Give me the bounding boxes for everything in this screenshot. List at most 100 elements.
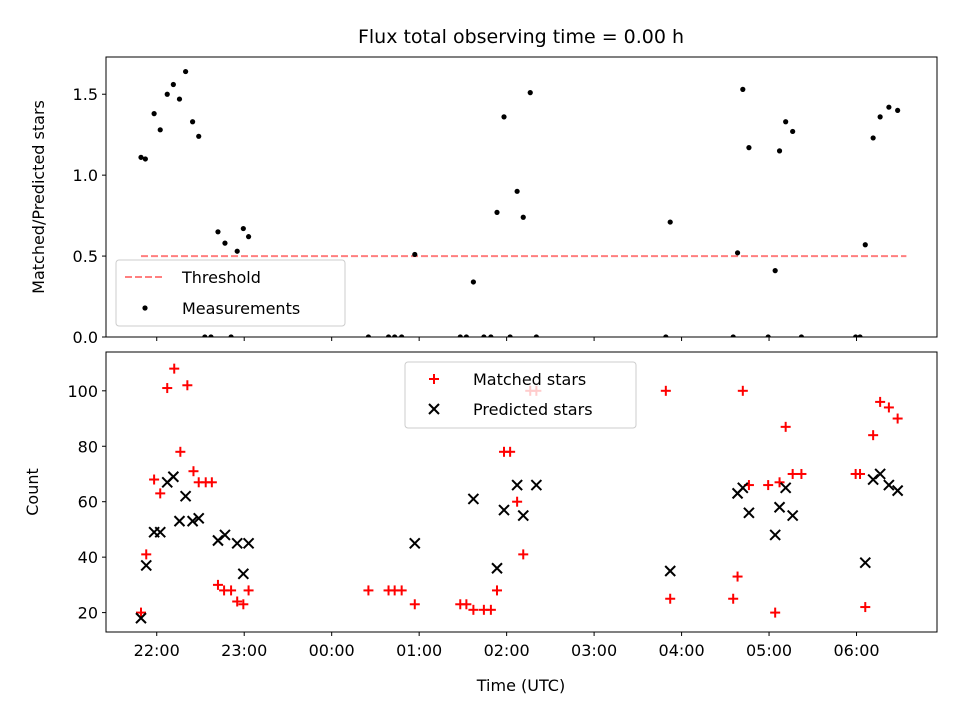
legend-measurements-label: Measurements	[182, 299, 300, 318]
predicted-star-point	[140, 559, 152, 572]
matched-star-point	[243, 585, 254, 596]
measurement-point	[481, 334, 487, 337]
measurement-point	[457, 334, 463, 337]
measurement-point	[157, 127, 163, 133]
legend-matched-swatch	[429, 374, 439, 384]
matched-star-point	[461, 599, 472, 610]
measurement-point	[730, 334, 736, 337]
predicted-star-point	[179, 490, 192, 502]
predicted-star-point	[167, 471, 180, 483]
predicted-star-point	[467, 493, 480, 505]
chart-title: Flux total observing time = 0.00 h	[358, 26, 684, 48]
measurement-point	[527, 90, 533, 96]
bottom-axes: 20 40 60 80 100 22:00 23:00 00:00 01:00 02:00 03:0…	[67, 351, 938, 660]
predicted-star-point	[867, 473, 879, 486]
measurement-point	[772, 268, 778, 274]
x-tick-label: 23:00	[221, 641, 267, 660]
matched-star-point	[238, 599, 249, 610]
measurement-point	[202, 334, 208, 337]
matched-star-point	[155, 488, 166, 499]
predicted-star-point	[154, 526, 166, 538]
matched-star-point	[770, 607, 781, 618]
measurement-point	[399, 334, 405, 337]
measurement-point	[470, 279, 476, 285]
matched-star-point	[855, 468, 866, 479]
measurement-point	[895, 107, 901, 114]
matched-star-point	[660, 385, 671, 396]
measurement-point	[776, 148, 783, 154]
predicted-star-point	[859, 556, 871, 569]
matched-star-point	[162, 383, 173, 394]
bottom-axes-frame	[105, 351, 938, 633]
matched-star-point	[883, 402, 894, 413]
matched-star-point	[468, 604, 479, 615]
predicted-star-point	[491, 562, 503, 574]
x-tick-label: 06:00	[833, 641, 879, 660]
measurement-point	[245, 234, 252, 240]
matched-star-point	[226, 585, 237, 596]
bottom-y-tick-label: 20	[78, 604, 98, 623]
measurement-point	[189, 119, 196, 125]
legend-predicted-label: Predicted stars	[473, 400, 593, 419]
matched-star-point	[892, 413, 903, 424]
bottom-legend: Matched stars Predicted stars	[404, 361, 637, 429]
matched-star-point	[732, 571, 743, 582]
matched-star-point	[728, 593, 739, 604]
measurement-point	[142, 156, 148, 162]
top-legend: Threshold Measurements	[115, 259, 346, 327]
predicted-star-point	[409, 537, 421, 549]
matched-star-point	[232, 596, 243, 607]
matched-star-point	[485, 604, 496, 615]
measurement-point	[215, 229, 221, 235]
matched-star-point	[868, 430, 879, 441]
predicted-star-point	[743, 507, 755, 519]
predicted-star-point	[511, 479, 523, 491]
predicted-star-point	[779, 482, 792, 494]
predicted-star-point	[498, 504, 510, 516]
measurement-point	[740, 86, 746, 92]
matched-star-point	[396, 585, 407, 596]
matched-star-point	[169, 363, 180, 374]
measurement-point	[208, 334, 214, 337]
measurement-point	[463, 334, 469, 337]
predicted-star-point	[530, 479, 543, 491]
matched-star-point	[763, 480, 774, 491]
matched-star-point	[188, 466, 199, 477]
predicted-star-point	[186, 515, 199, 527]
measurement-point	[765, 334, 771, 337]
measurement-point	[857, 334, 863, 337]
x-tick-label: 02:00	[484, 641, 530, 660]
matched-star-point	[774, 477, 785, 488]
matched-star-point	[409, 599, 420, 610]
matched-star-point	[737, 385, 748, 396]
measurement-point	[667, 219, 673, 225]
measurement-point	[501, 114, 507, 120]
bottom-y-tick-label: 40	[78, 548, 98, 567]
matched-star-point	[780, 421, 791, 432]
predicted-star-point	[242, 537, 255, 549]
measurement-point	[520, 214, 526, 220]
matched-star-point	[505, 446, 516, 457]
legend-threshold-label: Threshold	[181, 268, 261, 287]
measurement-point	[853, 334, 859, 337]
x-tick-label: 01:00	[396, 641, 442, 660]
predicted-star-point	[737, 482, 749, 494]
measurement-point	[734, 250, 741, 256]
matched-star-point	[796, 468, 807, 479]
measurement-point	[196, 133, 202, 139]
x-tick-label: 22:00	[134, 641, 180, 660]
measurement-point	[392, 334, 398, 337]
measurement-point	[183, 68, 189, 75]
x-tick-label: 03:00	[571, 641, 617, 660]
top-y-tick-label: 1.5	[73, 85, 98, 104]
measurement-point	[222, 240, 228, 246]
measurement-point	[385, 334, 392, 337]
measurement-point	[862, 242, 868, 248]
measurement-point	[870, 135, 876, 141]
top-axes-frame	[105, 56, 938, 338]
x-axis-label: Time (UTC)	[476, 676, 565, 695]
bottom-y-axis-label: Count	[23, 468, 42, 516]
measurement-point	[790, 128, 796, 135]
legend-matched-label: Matched stars	[473, 370, 586, 389]
matched-star-point	[182, 380, 193, 391]
